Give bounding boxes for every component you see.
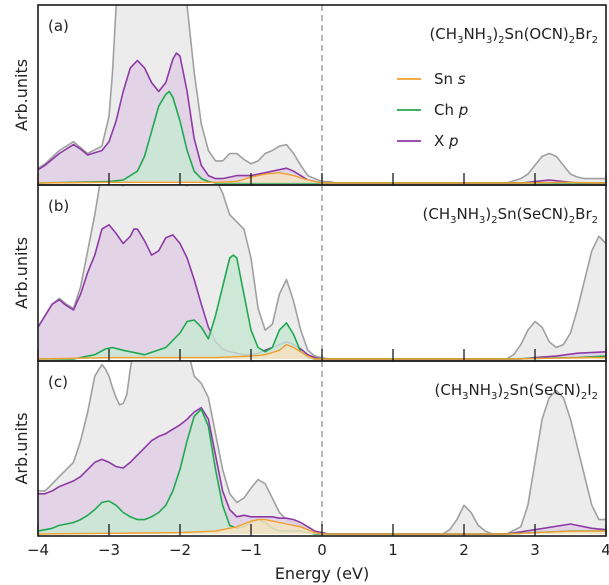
panel-3: (c) Arb.units (CH3NH3)2Sn(SeCN)2I2 [12, 360, 607, 537]
panel-2-letter: (b) [48, 197, 69, 215]
panel-3-sn-line [38, 518, 606, 535]
panel-3-y-axis-title: Arb.units [12, 412, 31, 484]
x-tick-label: 2 [459, 541, 469, 559]
x-axis-title: Energy (eV) [275, 564, 369, 583]
panels-layer: (a) Arb.units (CH3NH3)2Sn(OCN)2Br2 (b) Arb.u… [12, 4, 607, 537]
panel-3-total-line [38, 361, 606, 535]
legend-label-ch: Ch p [434, 101, 468, 119]
panel-3-plot [38, 361, 606, 535]
panel-2-sn-line [38, 343, 606, 360]
panel-3-letter: (c) [48, 373, 68, 391]
legend-label-x: X p [434, 132, 459, 150]
legend: Sn s Ch p X p [397, 70, 468, 150]
x-tick-label: 3 [530, 541, 540, 559]
panel-3-x-line [38, 406, 606, 535]
panel-3-compound-label: (CH3NH3)2Sn(SeCN)2I2 [435, 381, 598, 402]
panel-1-y-axis-title: Arb.units [12, 59, 31, 131]
panel-2-x-line [38, 224, 606, 360]
x-tick-labels: −4 −3 −2 −1 0 1 2 3 4 [27, 541, 609, 559]
panel-1-ch-area [38, 91, 606, 183]
panel-2-total-line [38, 185, 606, 360]
panel-1-sn-line [38, 171, 606, 184]
x-tick-label: −1 [240, 541, 262, 559]
x-tick-label: −3 [98, 541, 120, 559]
panel-1-total-line [38, 5, 606, 184]
x-tick-label: 4 [601, 541, 609, 559]
panel-2-plot [38, 185, 606, 360]
legend-label-sn: Sn s [434, 70, 466, 88]
panel-3-frame [37, 360, 607, 537]
x-tick-label: 0 [317, 541, 327, 559]
panel-2-compound-label: (CH3NH3)2Sn(SeCN)2Br2 [423, 205, 599, 226]
panel-2-y-axis-title: Arb.units [12, 237, 31, 309]
panel-1-compound-label: (CH3NH3)2Sn(OCN)2Br2 [429, 25, 598, 46]
panel-1-letter: (a) [48, 17, 69, 35]
x-tick-label: −4 [27, 541, 49, 559]
x-tick-label: 1 [388, 541, 398, 559]
panel-3-ch-area [38, 409, 606, 534]
panel-1-plot [38, 5, 606, 184]
x-tick-label: −2 [169, 541, 191, 559]
panel-2: (b) Arb.units (CH3NH3)2Sn(SeCN)2Br2 [12, 184, 607, 362]
panel-2-x-area [38, 224, 606, 359]
panel-1: (a) Arb.units (CH3NH3)2Sn(OCN)2Br2 [12, 4, 607, 186]
